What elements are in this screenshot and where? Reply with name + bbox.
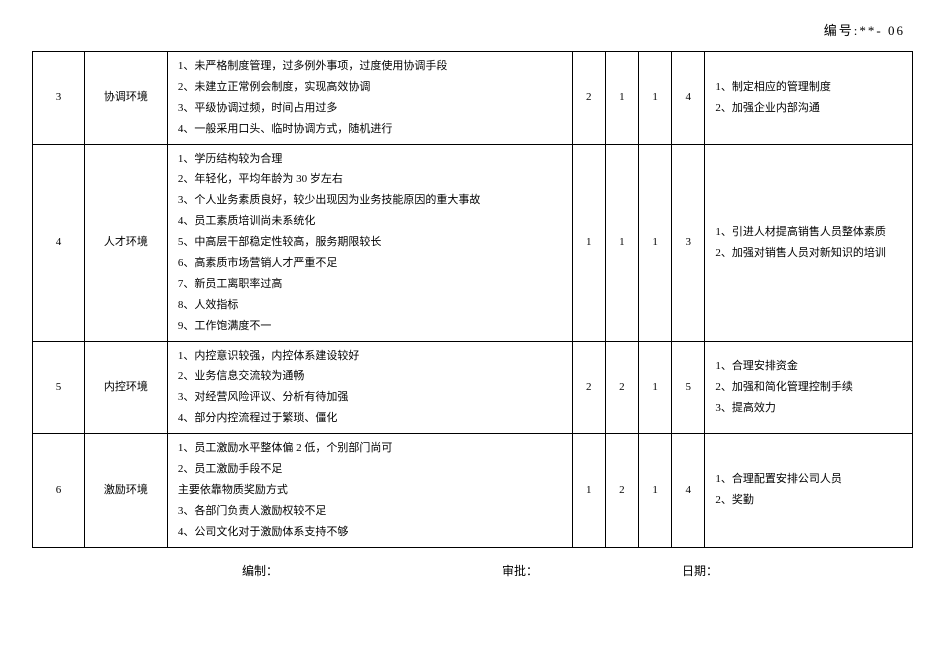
description-line: 4、公司文化对于激励体系支持不够 xyxy=(178,522,566,543)
row-category: 人才环境 xyxy=(84,144,167,341)
assessment-table: 3协调环境1、未严格制度管理，过多例外事项，过度使用协调手段2、未建立正常例会制… xyxy=(32,51,913,548)
row-score: 4 xyxy=(672,52,705,145)
measure-line: 1、制定相应的管理制度 xyxy=(715,77,906,98)
row-score: 1 xyxy=(639,52,672,145)
document-id: 编号:**- 06 xyxy=(32,20,913,39)
row-measures: 1、合理配置安排公司人员2、奖勤 xyxy=(705,434,913,547)
row-measures: 1、引进人材提高销售人员整体素质2、加强对销售人员对新知识的培训 xyxy=(705,144,913,341)
row-score: 1 xyxy=(572,434,605,547)
row-score: 1 xyxy=(605,52,638,145)
measure-line: 2、加强对销售人员对新知识的培训 xyxy=(715,243,906,264)
measure-line: 2、加强企业内部沟通 xyxy=(715,98,906,119)
footer-date: 日期： xyxy=(682,562,718,579)
description-line: 主要依靠物质奖励方式 xyxy=(178,480,566,501)
row-score: 1 xyxy=(605,144,638,341)
description-line: 1、内控意识较强，内控体系建设较好 xyxy=(178,346,566,367)
description-line: 6、高素质市场营销人才严重不足 xyxy=(178,253,566,274)
description-line: 1、员工激励水平整体偏 2 低，个别部门尚可 xyxy=(178,438,566,459)
row-description: 1、未严格制度管理，过多例外事项，过度使用协调手段2、未建立正常例会制度，实现高… xyxy=(167,52,572,145)
row-score: 3 xyxy=(672,144,705,341)
row-score: 2 xyxy=(605,434,638,547)
measure-line: 2、奖勤 xyxy=(715,490,906,511)
row-description: 1、内控意识较强，内控体系建设较好2、业务信息交流较为通畅3、对经营风险评议、分… xyxy=(167,341,572,434)
description-line: 2、业务信息交流较为通畅 xyxy=(178,366,566,387)
description-line: 1、学历结构较为合理 xyxy=(178,149,566,170)
row-category: 激励环境 xyxy=(84,434,167,547)
description-line: 3、平级协调过频，时间占用过多 xyxy=(178,98,566,119)
description-line: 2、年轻化，平均年龄为 30 岁左右 xyxy=(178,169,566,190)
description-line: 3、各部门负责人激励权较不足 xyxy=(178,501,566,522)
description-line: 9、工作饱满度不一 xyxy=(178,316,566,337)
table-row: 6激励环境1、员工激励水平整体偏 2 低，个别部门尚可2、员工激励手段不足主要依… xyxy=(33,434,913,547)
description-line: 2、未建立正常例会制度，实现高效协调 xyxy=(178,77,566,98)
row-score: 2 xyxy=(572,52,605,145)
row-score: 1 xyxy=(572,144,605,341)
row-score: 1 xyxy=(639,434,672,547)
row-score: 4 xyxy=(672,434,705,547)
description-line: 1、未严格制度管理，过多例外事项，过度使用协调手段 xyxy=(178,56,566,77)
footer: 编制： 审批： 日期： xyxy=(32,562,913,579)
description-line: 3、个人业务素质良好，较少出现因为业务技能原因的重大事故 xyxy=(178,190,566,211)
table-row: 4人才环境1、学历结构较为合理2、年轻化，平均年龄为 30 岁左右3、个人业务素… xyxy=(33,144,913,341)
row-score: 1 xyxy=(639,144,672,341)
footer-approved-by: 审批： xyxy=(502,562,682,579)
measure-line: 1、合理配置安排公司人员 xyxy=(715,469,906,490)
description-line: 4、员工素质培训尚未系统化 xyxy=(178,211,566,232)
row-index: 6 xyxy=(33,434,85,547)
measure-line: 1、引进人材提高销售人员整体素质 xyxy=(715,222,906,243)
row-index: 4 xyxy=(33,144,85,341)
description-line: 7、新员工离职率过高 xyxy=(178,274,566,295)
table-row: 3协调环境1、未严格制度管理，过多例外事项，过度使用协调手段2、未建立正常例会制… xyxy=(33,52,913,145)
footer-prepared-by: 编制： xyxy=(242,562,502,579)
row-score: 2 xyxy=(605,341,638,434)
row-index: 3 xyxy=(33,52,85,145)
description-line: 3、对经营风险评议、分析有待加强 xyxy=(178,387,566,408)
row-category: 协调环境 xyxy=(84,52,167,145)
row-category: 内控环境 xyxy=(84,341,167,434)
description-line: 8、人效指标 xyxy=(178,295,566,316)
description-line: 4、一般采用口头、临时协调方式，随机进行 xyxy=(178,119,566,140)
table-row: 5内控环境1、内控意识较强，内控体系建设较好2、业务信息交流较为通畅3、对经营风… xyxy=(33,341,913,434)
description-line: 4、部分内控流程过于繁琐、僵化 xyxy=(178,408,566,429)
description-line: 2、员工激励手段不足 xyxy=(178,459,566,480)
measure-line: 1、合理安排资金 xyxy=(715,356,906,377)
row-score: 1 xyxy=(639,341,672,434)
row-index: 5 xyxy=(33,341,85,434)
row-measures: 1、合理安排资金2、加强和简化管理控制手续3、提高效力 xyxy=(705,341,913,434)
row-score: 5 xyxy=(672,341,705,434)
row-measures: 1、制定相应的管理制度2、加强企业内部沟通 xyxy=(705,52,913,145)
row-description: 1、员工激励水平整体偏 2 低，个别部门尚可2、员工激励手段不足主要依靠物质奖励… xyxy=(167,434,572,547)
row-score: 2 xyxy=(572,341,605,434)
measure-line: 2、加强和简化管理控制手续 xyxy=(715,377,906,398)
description-line: 5、中高层干部稳定性较高，服务期限较长 xyxy=(178,232,566,253)
measure-line: 3、提高效力 xyxy=(715,398,906,419)
row-description: 1、学历结构较为合理2、年轻化，平均年龄为 30 岁左右3、个人业务素质良好，较… xyxy=(167,144,572,341)
